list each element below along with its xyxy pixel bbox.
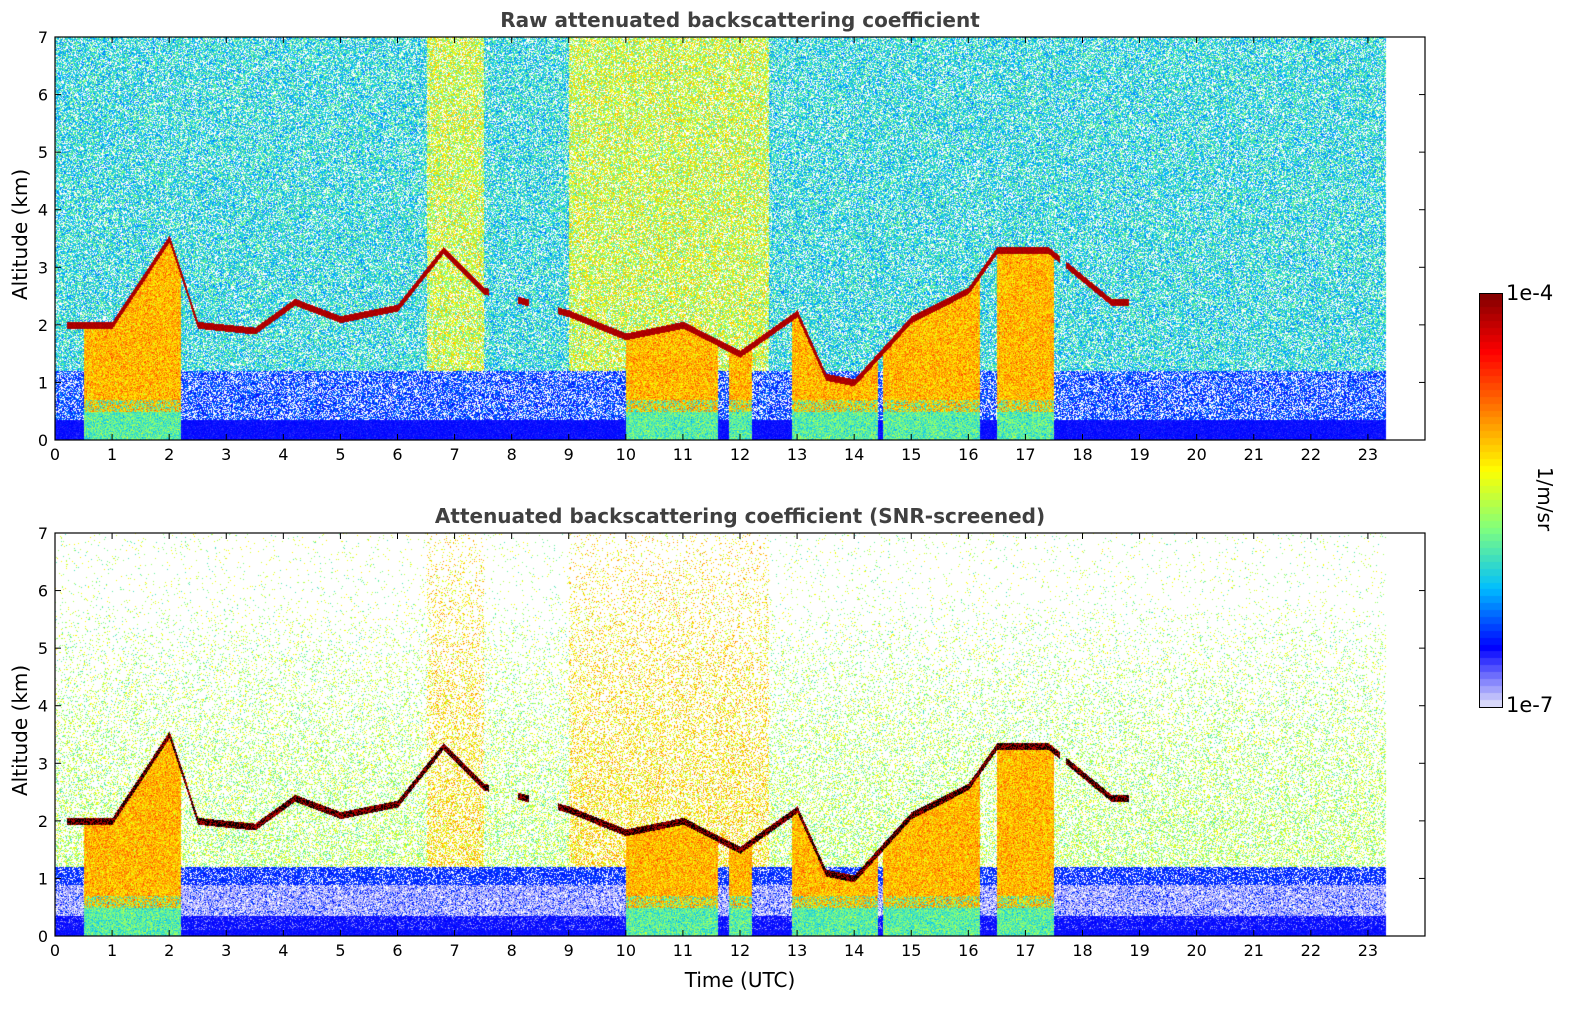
- x-tick-label: 18: [1072, 445, 1092, 464]
- y-tick-label: 6: [38, 86, 48, 105]
- y-tick-label: 0: [38, 927, 48, 946]
- bottom-heatmap: [55, 533, 1425, 936]
- x-tick-label: 11: [673, 941, 693, 960]
- x-tick-label: 20: [1186, 941, 1206, 960]
- x-tick-label: 13: [787, 445, 807, 464]
- x-tick-label: 16: [958, 445, 978, 464]
- x-tick-label: 23: [1358, 445, 1378, 464]
- x-tick-label: 20: [1186, 445, 1206, 464]
- y-tick-label: 5: [38, 639, 48, 658]
- y-tick-label: 1: [38, 373, 48, 392]
- x-tick-label: 22: [1301, 941, 1321, 960]
- x-tick-label: 5: [335, 445, 345, 464]
- top-heatmap: [55, 37, 1425, 440]
- x-tick-label: 1: [107, 941, 117, 960]
- x-tick-label: 21: [1244, 941, 1264, 960]
- x-tick-label: 0: [50, 941, 60, 960]
- x-tick-label: 8: [507, 445, 517, 464]
- x-axis-label: Time (UTC): [684, 968, 796, 992]
- y-tick-label: 3: [38, 258, 48, 277]
- x-tick-label: 13: [787, 941, 807, 960]
- x-tick-label: 12: [730, 445, 750, 464]
- y-tick-label: 7: [38, 28, 48, 47]
- x-tick-label: 18: [1072, 941, 1092, 960]
- x-tick-label: 19: [1129, 941, 1149, 960]
- x-tick-label: 16: [958, 941, 978, 960]
- bottom-panel-title: Attenuated backscattering coefficient (S…: [434, 504, 1046, 528]
- x-tick-label: 23: [1358, 941, 1378, 960]
- x-tick-label: 4: [278, 941, 288, 960]
- colorbar-min-label: 1e-7: [1506, 693, 1554, 717]
- plot-frame-0: [54, 36, 1426, 441]
- y-tick-label: 0: [38, 431, 48, 450]
- x-tick-label: 3: [221, 445, 231, 464]
- x-tick-label: 12: [730, 941, 750, 960]
- x-tick-label: 11: [673, 445, 693, 464]
- x-tick-label: 14: [844, 445, 864, 464]
- x-tick-label: 6: [392, 941, 402, 960]
- x-tick-label: 14: [844, 941, 864, 960]
- colorbar: [1479, 293, 1503, 708]
- y-tick-label: 6: [38, 582, 48, 601]
- x-tick-label: 2: [164, 445, 174, 464]
- y-tick-label: 3: [38, 754, 48, 773]
- plot-frame-1: [54, 532, 1426, 937]
- x-tick-label: 10: [616, 445, 636, 464]
- x-tick-label: 1: [107, 445, 117, 464]
- x-tick-label: 9: [564, 445, 574, 464]
- y-tick-label: 4: [38, 697, 48, 716]
- x-tick-label: 17: [1015, 941, 1035, 960]
- colorbar-max-label: 1e-4: [1506, 281, 1554, 305]
- x-tick-label: 9: [564, 941, 574, 960]
- y-tick-label: 2: [38, 316, 48, 335]
- colorbar-unit-label: 1/m/sr: [1533, 466, 1557, 532]
- y-tick-label: 5: [38, 143, 48, 162]
- y-tick-label: 1: [38, 869, 48, 888]
- x-tick-label: 21: [1244, 445, 1264, 464]
- x-tick-label: 6: [392, 445, 402, 464]
- x-tick-label: 5: [335, 941, 345, 960]
- x-tick-label: 3: [221, 941, 231, 960]
- x-tick-label: 15: [901, 941, 921, 960]
- y-tick-label: 7: [38, 524, 48, 543]
- x-tick-label: 15: [901, 445, 921, 464]
- x-tick-label: 17: [1015, 445, 1035, 464]
- x-tick-label: 19: [1129, 445, 1149, 464]
- x-tick-label: 7: [449, 941, 459, 960]
- x-tick-label: 10: [616, 941, 636, 960]
- x-tick-label: 2: [164, 941, 174, 960]
- x-tick-label: 7: [449, 445, 459, 464]
- top-panel-title: Raw attenuated backscattering coefficien…: [500, 8, 980, 32]
- x-tick-label: 22: [1301, 445, 1321, 464]
- x-tick-label: 0: [50, 445, 60, 464]
- y-tick-label: 2: [38, 812, 48, 831]
- y-tick-label: 4: [38, 201, 48, 220]
- x-tick-label: 4: [278, 445, 288, 464]
- x-tick-label: 8: [507, 941, 517, 960]
